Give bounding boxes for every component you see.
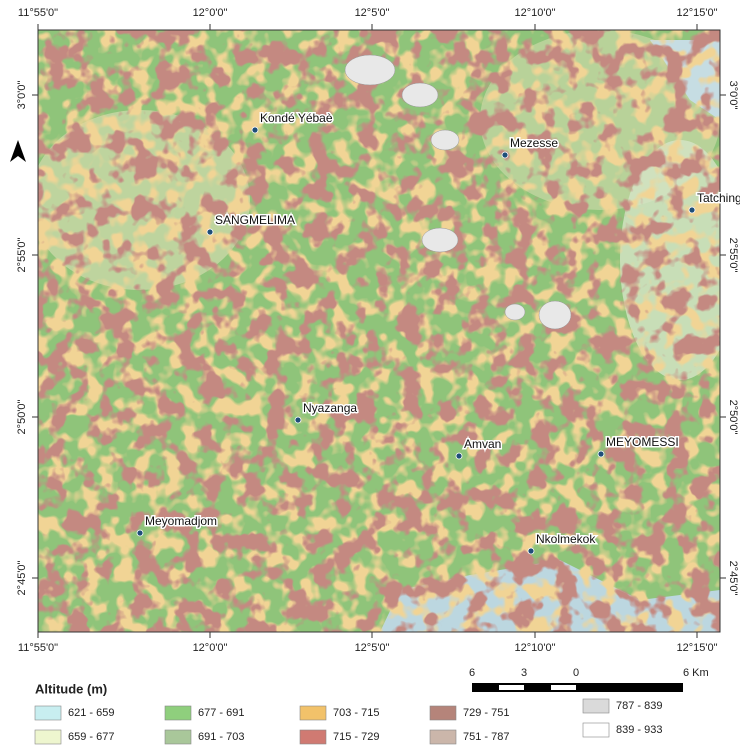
page: {"map": { "top_ticks": ["11°55'0\"", "12… <box>0 0 740 752</box>
bottom-tick-label: 12°0'0" <box>193 642 228 654</box>
place-label: Nkolmekok <box>536 532 596 546</box>
map-area <box>30 30 740 632</box>
scale-label: 6 <box>469 667 475 679</box>
legend-swatch <box>583 723 609 737</box>
legend-swatch <box>430 730 456 744</box>
legend-label: 621 - 659 <box>68 707 114 719</box>
place-marker <box>528 548 534 554</box>
legend-swatch <box>583 699 609 713</box>
map-figure: Altitude (m) 11°55'0" 12°0'0" 12°5'0" 12°10… <box>0 0 740 747</box>
legend-swatch <box>430 706 456 720</box>
legend-swatch <box>35 706 61 720</box>
legend-swatch <box>165 706 191 720</box>
place-marker <box>689 207 695 213</box>
place-label: Kondé Yébaè <box>260 111 333 125</box>
scale-label: 3 <box>521 667 527 679</box>
place-marker <box>598 451 604 457</box>
place-marker <box>456 453 462 459</box>
legend-label: 751 - 787 <box>463 731 509 743</box>
place-label: SANGMELIMA <box>215 213 295 227</box>
legend-label: 729 - 751 <box>463 707 509 719</box>
right-tick-label: 3°0'0" <box>727 81 739 110</box>
place-label: MEYOMESSI <box>606 435 679 449</box>
left-tick-label: 3°0'0" <box>16 81 28 110</box>
left-tick-label: 2°55'0" <box>16 237 28 272</box>
legend-label: 715 - 729 <box>333 731 379 743</box>
legend-label: 659 - 677 <box>68 731 114 743</box>
legend-label: 787 - 839 <box>616 700 662 712</box>
place-label: Tatching <box>697 191 740 205</box>
right-tick-label: 2°45'0" <box>727 561 739 596</box>
legend-swatch <box>165 730 191 744</box>
left-tick-label: 2°45'0" <box>16 560 28 595</box>
place-marker <box>295 417 301 423</box>
scale-bar <box>472 683 683 692</box>
legend-label: 839 - 933 <box>616 724 662 736</box>
bottom-tick-label: 11°55'0" <box>18 642 58 654</box>
bottom-tick-label: 12°10'0" <box>515 642 556 654</box>
bottom-tick-label: 12°15'0" <box>677 642 718 654</box>
north-arrow <box>10 140 26 162</box>
right-tick-label: 2°55'0" <box>727 238 739 273</box>
place-label: Meyomadjom <box>145 514 217 528</box>
legend-swatch <box>300 706 326 720</box>
legend-label: 691 - 703 <box>198 731 244 743</box>
place-marker <box>502 152 508 158</box>
top-tick-label: 12°15'0" <box>677 7 718 19</box>
left-tick-label: 2°50'0" <box>16 399 28 434</box>
place-marker <box>207 229 213 235</box>
place-label: Nyazanga <box>303 401 357 415</box>
top-tick-label: 12°0'0" <box>193 7 228 19</box>
place-marker <box>137 530 143 536</box>
top-tick-label: 11°55'0" <box>18 7 58 19</box>
top-tick-label: 12°10'0" <box>515 7 556 19</box>
right-tick-label: 2°50'0" <box>727 400 739 435</box>
top-tick-label: 12°5'0" <box>355 7 390 19</box>
scale-label: 0 <box>573 667 579 679</box>
bottom-tick-label: 12°5'0" <box>355 642 390 654</box>
legend-title: Altitude (m) <box>35 681 107 696</box>
legend-label: 677 - 691 <box>198 707 244 719</box>
place-label: Mezesse <box>510 136 558 150</box>
legend-swatch <box>300 730 326 744</box>
place-label: Amvan <box>464 437 501 451</box>
scale-label: 6 Km <box>683 667 709 679</box>
legend-swatch <box>35 730 61 744</box>
legend-label: 703 - 715 <box>333 707 379 719</box>
place-marker <box>252 127 258 133</box>
